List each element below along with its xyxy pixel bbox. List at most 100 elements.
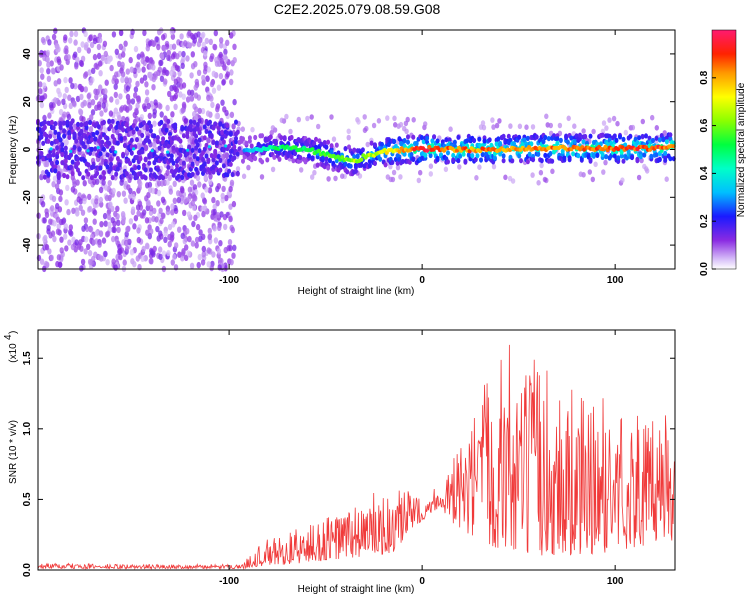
heatmap-noise-cell xyxy=(155,225,160,233)
heatmap-ridge-cell xyxy=(70,159,75,165)
heatmap-noise-cell xyxy=(135,102,140,110)
heatmap-noise-cell xyxy=(44,244,50,251)
heatmap-noise-cell xyxy=(288,128,293,135)
heatmap-noise-cell xyxy=(75,210,80,217)
heatmap-noise-cell xyxy=(70,243,76,251)
heatmap-noise-cell xyxy=(211,196,216,204)
heatmap-noise-cell xyxy=(87,205,93,213)
heatmap-noise-cell xyxy=(144,217,150,224)
heatmap-noise-cell xyxy=(98,196,104,204)
heatmap-noise-cell xyxy=(162,45,167,52)
heatmap-noise-cell xyxy=(103,50,109,58)
heatmap-noise-cell xyxy=(391,169,397,176)
heatmap-noise-cell xyxy=(139,114,145,121)
heatmap-noise-cell xyxy=(229,179,235,186)
heatmap-noise-cell xyxy=(79,93,84,101)
heatmap-ridge-cell xyxy=(501,153,506,159)
heatmap-noise-cell xyxy=(603,159,608,166)
heatmap-noise-cell xyxy=(604,125,609,131)
heatmap-noise-cell xyxy=(636,174,642,181)
heatmap-ridge-cell xyxy=(188,122,193,128)
heatmap-noise-cell xyxy=(101,237,107,244)
heatmap-noise-cell xyxy=(229,78,234,86)
heatmap-noise-cell xyxy=(107,180,112,187)
heatmap-noise-cell xyxy=(229,69,234,76)
heatmap-ridge-cell xyxy=(122,135,127,141)
heatmap-ridge-cell xyxy=(171,145,176,151)
heatmap-noise-cell xyxy=(109,96,114,103)
heatmap-ridge-cell xyxy=(353,168,358,174)
heatmap-noise-cell xyxy=(371,122,377,129)
heatmap-ridge-cell xyxy=(152,133,157,139)
heatmap-ridge-cell xyxy=(367,163,372,169)
heatmap-ridge-cell xyxy=(428,152,433,159)
heatmap-noise-cell xyxy=(194,78,199,86)
heatmap-noise-cell xyxy=(78,108,83,115)
heatmap-noise-cell xyxy=(127,77,132,84)
heatmap-ridge-cell xyxy=(187,144,192,150)
heatmap-noise-cell xyxy=(50,67,56,74)
heatmap-noise-cell xyxy=(312,169,317,176)
heatmap-ridge-cell xyxy=(640,133,645,140)
heatmap-ridge-cell xyxy=(202,161,207,167)
heatmap-ridge-cell xyxy=(555,140,560,146)
heatmap-noise-cell xyxy=(213,29,218,37)
heatmap-noise-cell xyxy=(89,41,95,49)
heatmap-noise-cell xyxy=(56,78,62,85)
heatmap-noise-cell xyxy=(346,128,351,135)
heatmap-ridge-cell xyxy=(148,167,153,173)
heatmap-ridge-cell xyxy=(619,153,624,159)
heatmap-noise-cell xyxy=(136,236,141,244)
heatmap-ridge-cell xyxy=(211,139,216,145)
heatmap-noise-cell xyxy=(218,51,223,59)
heatmap-ridge-cell xyxy=(525,159,530,165)
heatmap-noise-cell xyxy=(160,212,166,219)
heatmap-ridge-cell xyxy=(578,136,582,142)
heatmap-noise-cell xyxy=(167,174,172,181)
heatmap-noise-cell xyxy=(143,105,148,113)
heatmap-ridge-cell xyxy=(529,141,534,147)
heatmap-noise-cell xyxy=(90,109,96,116)
heatmap-noise-cell xyxy=(548,122,553,129)
heatmap-ridge-cell xyxy=(527,151,532,157)
heatmap-noise-cell xyxy=(68,229,73,236)
heatmap-noise-cell xyxy=(174,64,179,71)
heatmap-noise-cell xyxy=(55,260,60,268)
heatmap-noise-cell xyxy=(204,186,209,193)
heatmap-ridge-cell xyxy=(657,156,662,163)
heatmap-noise-cell xyxy=(104,79,109,86)
heatmap-noise-cell xyxy=(220,99,225,106)
heatmap-noise-cell xyxy=(47,112,52,119)
heatmap-ridge-cell xyxy=(654,135,659,141)
heatmap-ridge-cell xyxy=(46,171,51,177)
heatmap-xlabel: Height of straight line (km) xyxy=(298,286,415,297)
heatmap-noise-cell xyxy=(246,164,251,171)
heatmap-noise-cell xyxy=(494,122,500,129)
heatmap-ridge-cell xyxy=(487,137,492,143)
heatmap-ridge-cell xyxy=(600,151,605,158)
heatmap-noise-cell xyxy=(201,41,206,49)
heatmap-noise-cell xyxy=(163,78,168,85)
heatmap-ridge-cell xyxy=(272,154,277,160)
snr-x-tick-label: -100 xyxy=(219,576,239,587)
heatmap-noise-cell xyxy=(138,180,143,187)
heatmap-noise-cell xyxy=(411,117,416,123)
heatmap-ridge-cell xyxy=(536,151,541,157)
heatmap-ridge-cell xyxy=(119,136,124,142)
heatmap-ridge-cell xyxy=(107,140,112,146)
heatmap-noise-cell xyxy=(152,120,157,127)
heatmap-ridge-cell xyxy=(77,171,82,177)
heatmap-ridge-cell xyxy=(423,152,428,158)
heatmap-noise-cell xyxy=(165,179,170,186)
heatmap-noise-cell xyxy=(158,253,163,260)
heatmap-noise-cell xyxy=(209,55,214,63)
heatmap-noise-cell xyxy=(362,114,367,120)
heatmap-ridge-cell xyxy=(86,171,91,177)
heatmap-ridge-cell xyxy=(470,153,475,159)
heatmap-noise-cell xyxy=(89,259,94,266)
heatmap-ridge-cell xyxy=(190,161,195,167)
heatmap-noise-cell xyxy=(221,79,226,86)
heatmap-noise-cell xyxy=(167,90,172,98)
heatmap-ridge-cell xyxy=(291,158,296,164)
